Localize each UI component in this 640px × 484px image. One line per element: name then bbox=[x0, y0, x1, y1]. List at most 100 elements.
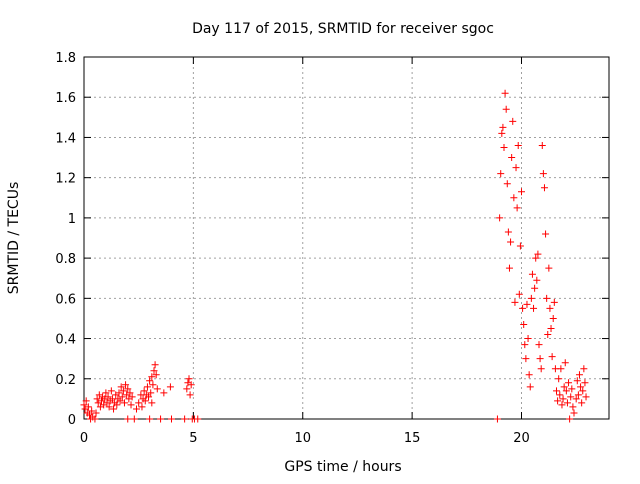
data-point bbox=[141, 397, 149, 405]
y-tick-label: 0.8 bbox=[55, 252, 76, 267]
data-point bbox=[507, 238, 515, 246]
data-point bbox=[135, 399, 143, 407]
data-point bbox=[126, 389, 134, 397]
y-tick-label: 0.6 bbox=[55, 292, 76, 307]
data-point bbox=[536, 355, 544, 363]
x-tick-label: 0 bbox=[80, 431, 88, 446]
data-point bbox=[523, 300, 531, 308]
data-point bbox=[181, 415, 189, 423]
chart-title: Day 117 of 2015, SRMTID for receiver sgo… bbox=[192, 21, 494, 37]
data-point bbox=[143, 383, 151, 391]
y-tick-label: 1.2 bbox=[55, 172, 76, 187]
data-point bbox=[493, 415, 501, 423]
data-point bbox=[581, 379, 589, 387]
data-point bbox=[572, 395, 580, 403]
data-point bbox=[513, 204, 521, 212]
data-point bbox=[194, 415, 202, 423]
data-point bbox=[113, 401, 121, 409]
data-point bbox=[558, 401, 566, 409]
data-point bbox=[498, 129, 506, 137]
grid bbox=[84, 57, 609, 419]
data-point bbox=[556, 391, 564, 399]
data-point bbox=[152, 371, 160, 379]
data-point bbox=[508, 154, 516, 162]
data-point bbox=[185, 375, 193, 383]
data-point bbox=[515, 290, 523, 298]
data-point bbox=[104, 393, 112, 401]
data-point bbox=[559, 395, 567, 403]
x-tick-label: 5 bbox=[189, 431, 197, 446]
data-point bbox=[533, 276, 541, 284]
data-point bbox=[518, 188, 525, 196]
data-point bbox=[543, 294, 551, 302]
data-point bbox=[110, 405, 118, 413]
data-point bbox=[148, 373, 156, 381]
data-point bbox=[525, 371, 533, 379]
data-point bbox=[505, 264, 513, 272]
data-point bbox=[528, 270, 536, 278]
y-tick-label: 1.8 bbox=[55, 51, 76, 66]
data-point bbox=[573, 377, 581, 385]
y-tick-label: 0.4 bbox=[55, 333, 76, 348]
data-point bbox=[540, 184, 548, 192]
data-point bbox=[187, 381, 195, 389]
data-point bbox=[530, 304, 538, 312]
data-point bbox=[557, 365, 565, 373]
data-point bbox=[150, 367, 158, 375]
data-point bbox=[501, 89, 509, 97]
data-point bbox=[561, 359, 569, 367]
y-axis-title: SRMTID / TECUs bbox=[6, 182, 22, 295]
data-point bbox=[582, 393, 590, 401]
data-point bbox=[514, 141, 522, 149]
x-axis-title: GPS time / hours bbox=[284, 459, 401, 475]
data-point bbox=[497, 170, 505, 178]
data-point bbox=[524, 335, 532, 343]
data-point bbox=[124, 415, 132, 423]
data-point bbox=[93, 395, 101, 403]
data-point bbox=[119, 387, 127, 395]
data-point bbox=[105, 403, 113, 411]
data-point bbox=[577, 383, 585, 391]
data-point bbox=[115, 389, 123, 397]
data-point bbox=[547, 325, 555, 332]
data-point bbox=[539, 170, 547, 178]
data-point bbox=[82, 397, 90, 405]
data-point bbox=[548, 353, 556, 361]
data-point bbox=[526, 383, 534, 391]
data-point bbox=[544, 331, 552, 339]
data-point bbox=[124, 385, 132, 393]
data-point bbox=[157, 415, 165, 423]
data-point bbox=[128, 393, 136, 401]
data-point bbox=[166, 383, 174, 391]
data-point bbox=[147, 389, 155, 397]
data-point bbox=[549, 314, 557, 322]
data-point bbox=[500, 144, 508, 151]
data-point bbox=[575, 371, 583, 379]
data-point bbox=[183, 385, 191, 393]
data-point bbox=[130, 415, 138, 423]
y-tick-label: 1.4 bbox=[55, 131, 76, 146]
data-point bbox=[538, 141, 546, 149]
data-point bbox=[516, 242, 524, 250]
data-point bbox=[550, 298, 558, 306]
axis-ticks: 0 0.2 0.4 0.6 0.8 1 1.2 1.4 1.6 1.8 0 5 10 15 20 bbox=[55, 51, 609, 446]
data-point bbox=[520, 320, 528, 328]
data-point bbox=[568, 385, 576, 393]
data-point bbox=[151, 361, 159, 369]
data-point bbox=[546, 304, 554, 312]
data-point bbox=[580, 365, 588, 373]
data-point bbox=[138, 403, 146, 411]
data-point bbox=[512, 164, 520, 172]
data-point bbox=[542, 230, 550, 238]
data-point bbox=[504, 228, 512, 236]
data-point bbox=[535, 341, 543, 349]
data-point bbox=[153, 385, 161, 393]
data-point bbox=[122, 381, 130, 389]
data-point bbox=[537, 365, 545, 373]
data-point bbox=[578, 399, 586, 407]
data-point bbox=[102, 389, 110, 397]
data-point bbox=[107, 387, 115, 395]
data-point bbox=[521, 341, 529, 349]
data-point bbox=[146, 415, 154, 423]
